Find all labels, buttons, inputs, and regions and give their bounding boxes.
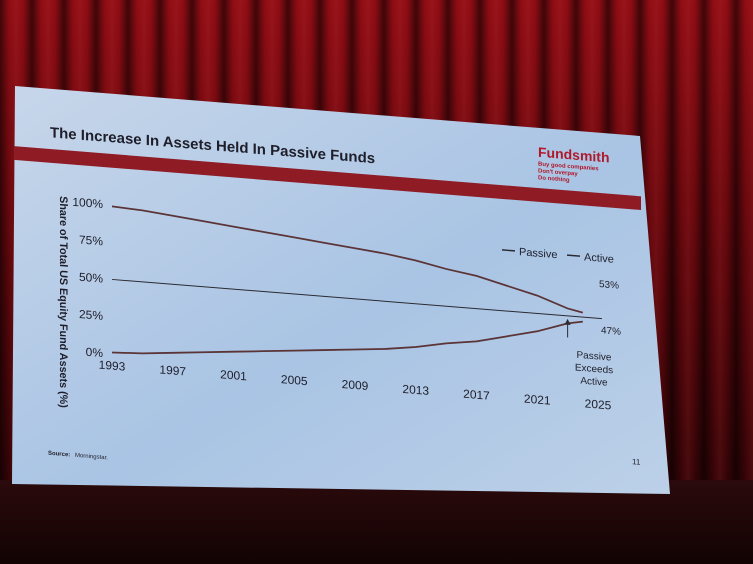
source-text: Morningstar. — [75, 453, 108, 462]
x-tick-label: 1993 — [99, 358, 126, 374]
brand-tagline-1: Buy good companies — [538, 162, 599, 173]
title-band — [14, 146, 641, 211]
x-tick-label: 2001 — [220, 367, 247, 383]
brand-logo: Fundsmith Buy good companies Don't overp… — [538, 144, 610, 184]
y-axis-ticks: 0% 25% 50% 75% 100% — [72, 195, 103, 360]
series-passive-line — [111, 320, 583, 355]
brand-tagline-2: Don't overpay — [538, 168, 578, 177]
crossover-line-2: Exceeds — [575, 362, 613, 376]
slide-content: The Increase In Assets Held In Passive F… — [14, 125, 641, 467]
legend-passive-swatch — [502, 249, 515, 252]
x-tick-label: 2017 — [463, 387, 490, 403]
x-tick-label: 1997 — [159, 363, 186, 379]
legend-active-swatch — [567, 254, 580, 257]
x-tick-label: 2009 — [342, 377, 369, 393]
x-tick-label: 2021 — [524, 392, 551, 408]
y-tick-label: 25% — [79, 307, 103, 323]
legend-active-label: Active — [584, 251, 614, 265]
y-tick-label: 100% — [72, 195, 103, 211]
fifty-percent-reference-line — [112, 278, 602, 320]
y-axis-label: Share of Total US Equity Fund Assets (%) — [57, 196, 69, 409]
stage-floor — [0, 480, 753, 564]
crossover-line-3: Active — [580, 376, 608, 389]
x-axis-ticks: 1993 1997 2001 2005 2009 2013 2017 2021 2025 — [99, 358, 612, 413]
passive-end-label: 47% — [601, 325, 621, 337]
source-label: Source: — [48, 451, 70, 459]
crossover-annotation: Passive Exceeds Active — [575, 350, 613, 389]
series-active-line — [111, 205, 583, 314]
source-note: Source: Morningstar. — [48, 451, 108, 462]
x-tick-label: 2005 — [281, 372, 308, 388]
y-tick-label: 0% — [86, 345, 104, 360]
x-tick-label: 2013 — [402, 382, 429, 398]
page-number: 11 — [632, 457, 641, 467]
active-end-label: 53% — [599, 279, 619, 291]
y-tick-label: 75% — [79, 233, 103, 249]
brand-name: Fundsmith — [538, 144, 610, 166]
crossover-line-1: Passive — [577, 350, 612, 364]
y-tick-label: 50% — [79, 270, 103, 286]
x-tick-label: 2025 — [585, 397, 612, 413]
brand-tagline-3: Do nothing — [538, 175, 570, 183]
legend-passive-label: Passive — [519, 246, 557, 261]
legend: Passive Active — [502, 246, 614, 266]
crossover-arrowhead — [564, 318, 571, 325]
